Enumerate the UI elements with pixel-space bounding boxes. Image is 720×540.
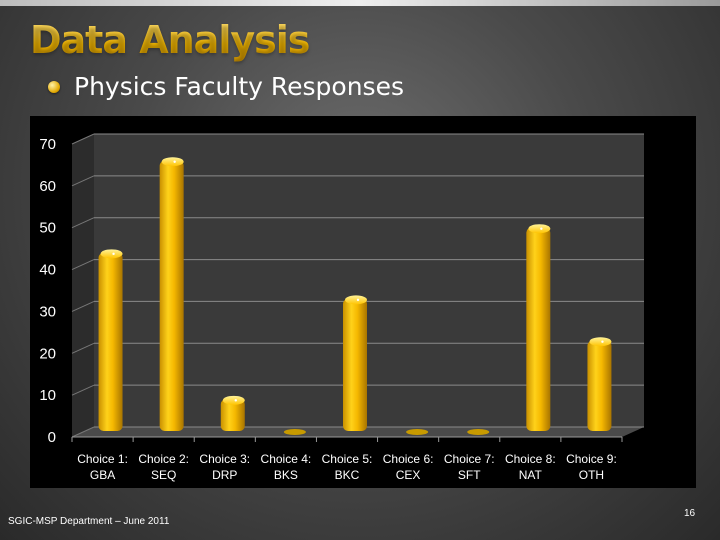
x-tick-label-line1: Choice 4: [261, 452, 312, 466]
bar [159, 160, 184, 431]
plot-back-wall [94, 134, 644, 427]
x-tick-label-line2: BKS [274, 468, 298, 482]
x-tick-label-line2: CEX [396, 468, 421, 482]
x-tick-label-line1: Choice 5: [322, 452, 373, 466]
bar [220, 399, 245, 431]
plot-side-wall [72, 134, 94, 437]
bar-cap [345, 295, 367, 305]
y-tick-label: 40 [39, 262, 56, 279]
gridline-side [71, 384, 95, 396]
bar-cap [589, 337, 612, 347]
bar [98, 252, 123, 431]
x-tick-label-line2: NAT [519, 468, 543, 482]
y-tick-label: 70 [39, 136, 56, 153]
plot-floor [72, 427, 644, 437]
gridline-side [71, 300, 95, 312]
bar [343, 298, 367, 431]
gridline-side [71, 175, 95, 187]
y-tick-label: 50 [39, 220, 56, 237]
top-accent-bar [0, 0, 720, 6]
bar-highlight [601, 340, 604, 343]
y-tick-label: 10 [39, 387, 56, 404]
bar [406, 429, 429, 435]
x-tick-label-line1: Choice 1: [77, 452, 128, 466]
slide-title: Data Analysis [30, 18, 310, 62]
gridline-side [71, 217, 95, 229]
gridline-side [71, 426, 95, 438]
x-tick-label-line1: Choice 9: [566, 452, 617, 466]
bar-cap [222, 395, 245, 405]
subtitle-row: Physics Faculty Responses [48, 72, 404, 101]
x-tick-label-line1: Choice 2: [138, 452, 189, 466]
gridline-side [71, 133, 95, 145]
x-tick-label-line1: Choice 8: [505, 452, 556, 466]
x-tick-label-line2: GBA [90, 468, 115, 482]
bar [587, 340, 612, 431]
bar [283, 429, 306, 435]
bar-highlight [173, 160, 176, 163]
bar-cap [100, 249, 123, 259]
y-tick-label: 20 [39, 345, 56, 362]
bar-highlight [234, 399, 237, 402]
x-tick-label-line2: BKC [335, 468, 360, 482]
x-tick-label-line1: Choice 7: [444, 452, 495, 466]
chart-container: 0 10 20 30 40 50 60 70 Choice 1: GBA Choice 2: SEQ C… [30, 116, 696, 488]
x-tick-label-line2: SFT [458, 468, 481, 482]
x-tick-label-line2: OTH [579, 468, 604, 482]
bar [526, 227, 551, 431]
bar-highlight [540, 227, 543, 230]
bar-cap [161, 157, 184, 167]
y-tick-label: 0 [48, 429, 56, 446]
y-tick-label: 30 [39, 303, 56, 320]
page-number: 16 [684, 508, 696, 519]
footer-text: SGIC-MSP Department – June 2011 [8, 516, 170, 527]
bar-chart: 0 10 20 30 40 50 60 70 Choice 1: GBA Choice 2: SEQ C… [39, 133, 644, 482]
bullet-icon [48, 80, 60, 93]
bar [467, 429, 490, 435]
x-tick-label-line1: Choice 6: [383, 452, 434, 466]
bar-highlight [356, 298, 360, 302]
slide-subtitle: Physics Faculty Responses [74, 72, 404, 101]
x-tick-label-line1: Choice 3: [199, 452, 250, 466]
bar-highlight [112, 252, 115, 256]
gridline-side [71, 342, 95, 354]
x-tick-label-line2: DRP [212, 468, 237, 482]
x-tick-label-line2: SEQ [151, 468, 176, 482]
bar-cap [528, 224, 551, 234]
gridline-side [71, 259, 95, 271]
y-tick-label: 60 [39, 178, 56, 195]
